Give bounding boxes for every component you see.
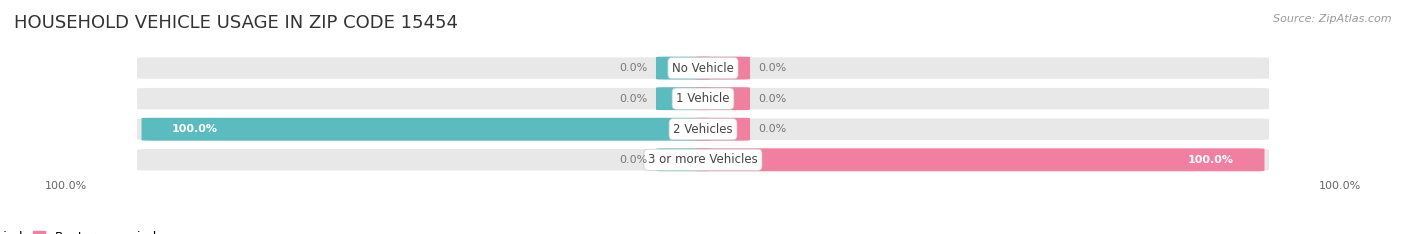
Text: 0.0%: 0.0% — [620, 63, 648, 73]
FancyBboxPatch shape — [136, 117, 1270, 141]
Text: 3 or more Vehicles: 3 or more Vehicles — [648, 153, 758, 166]
FancyBboxPatch shape — [136, 87, 1270, 110]
FancyBboxPatch shape — [695, 87, 749, 110]
Text: HOUSEHOLD VEHICLE USAGE IN ZIP CODE 15454: HOUSEHOLD VEHICLE USAGE IN ZIP CODE 1545… — [14, 14, 458, 32]
FancyBboxPatch shape — [695, 148, 1264, 171]
Text: 2 Vehicles: 2 Vehicles — [673, 123, 733, 136]
Text: 0.0%: 0.0% — [620, 155, 648, 165]
Text: 0.0%: 0.0% — [620, 94, 648, 104]
Text: 100.0%: 100.0% — [1188, 155, 1234, 165]
Text: No Vehicle: No Vehicle — [672, 62, 734, 75]
FancyBboxPatch shape — [142, 118, 711, 141]
FancyBboxPatch shape — [695, 118, 749, 141]
FancyBboxPatch shape — [657, 148, 711, 171]
Text: 0.0%: 0.0% — [758, 94, 786, 104]
FancyBboxPatch shape — [695, 57, 749, 80]
FancyBboxPatch shape — [136, 148, 1270, 172]
Legend: Owner-occupied, Renter-occupied: Owner-occupied, Renter-occupied — [0, 226, 163, 234]
FancyBboxPatch shape — [136, 56, 1270, 80]
FancyBboxPatch shape — [657, 87, 711, 110]
FancyBboxPatch shape — [657, 57, 711, 80]
Text: 1 Vehicle: 1 Vehicle — [676, 92, 730, 105]
Text: 100.0%: 100.0% — [1319, 181, 1361, 191]
Text: 0.0%: 0.0% — [758, 63, 786, 73]
Text: 100.0%: 100.0% — [45, 181, 87, 191]
Text: 0.0%: 0.0% — [758, 124, 786, 134]
Text: Source: ZipAtlas.com: Source: ZipAtlas.com — [1274, 14, 1392, 24]
Text: 100.0%: 100.0% — [172, 124, 218, 134]
